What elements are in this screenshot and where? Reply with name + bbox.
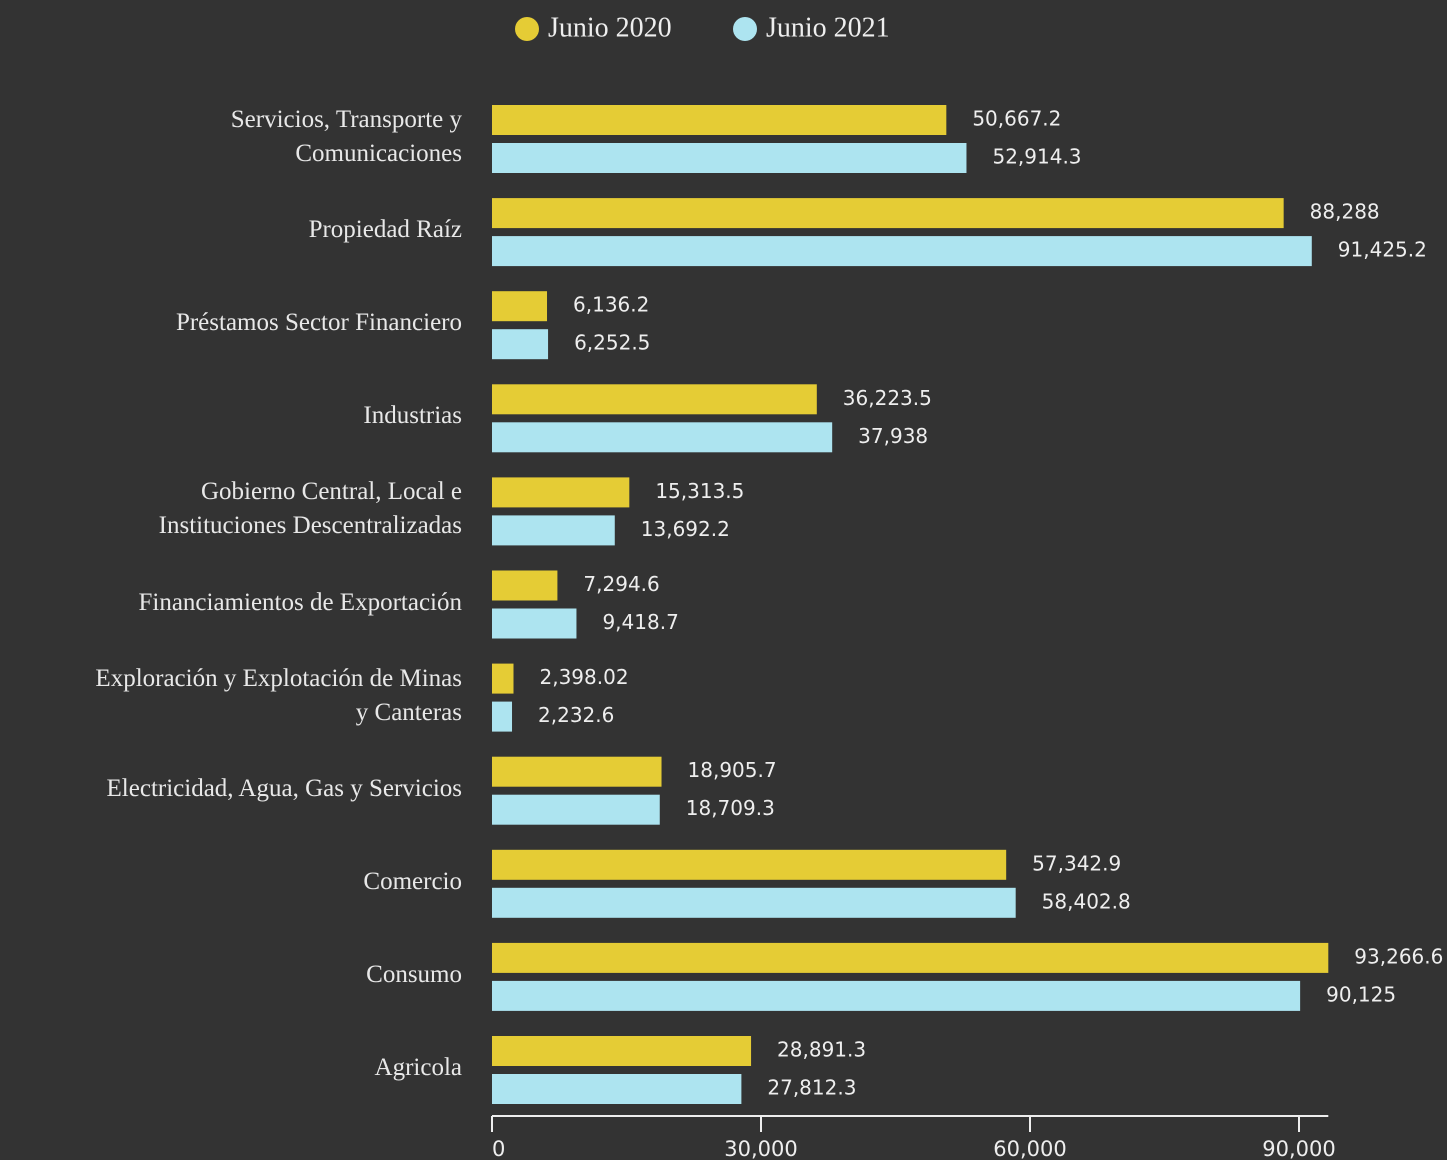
- bar: [492, 1074, 742, 1104]
- value-label: 2,398.02: [540, 665, 629, 689]
- value-label: 28,891.3: [777, 1038, 866, 1062]
- bar: [492, 849, 1007, 880]
- bar: [492, 1036, 752, 1066]
- bar: [492, 794, 660, 825]
- legend-label: Junio 2021: [766, 12, 890, 43]
- value-label: 57,342.9: [1032, 851, 1121, 875]
- value-label: 2,232.6: [538, 703, 614, 727]
- legend-swatch: [515, 17, 539, 41]
- y-tick-label: Agricola: [374, 1054, 462, 1081]
- value-label: 93,266.6: [1354, 944, 1443, 968]
- bar: [492, 663, 514, 694]
- value-label: 37,938: [858, 424, 928, 448]
- x-tick-label: 60,000: [993, 1137, 1066, 1160]
- bar: [492, 570, 558, 601]
- y-tick-label: Préstamos Sector Financiero: [175, 309, 462, 337]
- y-tick-label: Consumo: [366, 960, 462, 988]
- value-label: 58,402.8: [1042, 889, 1131, 913]
- value-label: 6,136.2: [573, 293, 649, 317]
- bar: [492, 198, 1284, 229]
- value-label: 91,425.2: [1338, 238, 1427, 262]
- legend-label: Junio 2020: [548, 12, 672, 43]
- x-tick-label: 0: [492, 1137, 505, 1160]
- y-tick-label: Servicios, Transporte y Comunicaciones: [230, 106, 462, 167]
- value-label: 18,905.7: [688, 758, 777, 782]
- x-tick-label: 30,000: [724, 1137, 797, 1160]
- bar: [492, 701, 513, 732]
- value-label: 9,418.7: [602, 610, 678, 634]
- bar: [492, 515, 615, 546]
- value-label: 6,252.5: [574, 331, 650, 355]
- x-tick-label: 90,000: [1262, 1137, 1335, 1160]
- y-tick-label: Industrias: [363, 402, 462, 430]
- legend-swatch: [733, 17, 757, 41]
- y-tick-label: Financiamientos de Exportación: [138, 588, 462, 616]
- bar: [492, 384, 817, 415]
- value-label: 88,288: [1310, 200, 1380, 224]
- value-label: 90,125: [1326, 982, 1396, 1006]
- y-tick-label: Exploración y Explotación de Minas y Can…: [95, 664, 462, 726]
- bar: [492, 291, 548, 322]
- bar: [492, 329, 549, 360]
- value-label: 50,667.2: [972, 107, 1061, 131]
- value-label: 15,313.5: [655, 479, 744, 503]
- y-tick-label: Propiedad Raíz: [308, 216, 462, 244]
- y-tick-label: Electricidad, Agua, Gas y Servicios: [106, 774, 462, 802]
- value-label: 36,223.5: [843, 386, 932, 410]
- value-label: 18,709.3: [686, 796, 775, 820]
- y-tick-label: Gobierno Central, Local e Instituciones …: [158, 478, 462, 540]
- bar: [492, 980, 1301, 1011]
- value-label: 7,294.6: [583, 572, 659, 596]
- bar: [492, 942, 1329, 973]
- y-tick-label: Comercio: [363, 867, 462, 895]
- bar: [492, 236, 1312, 267]
- bar: [492, 422, 833, 453]
- bar: [492, 608, 577, 639]
- value-label: 13,692.2: [641, 517, 730, 541]
- value-label: 27,812.3: [767, 1076, 856, 1100]
- bar: [492, 477, 630, 508]
- bar: [492, 105, 947, 135]
- bar: [492, 756, 662, 787]
- bar: [492, 143, 967, 173]
- value-label: 52,914.3: [992, 145, 1081, 169]
- bar: [492, 887, 1016, 918]
